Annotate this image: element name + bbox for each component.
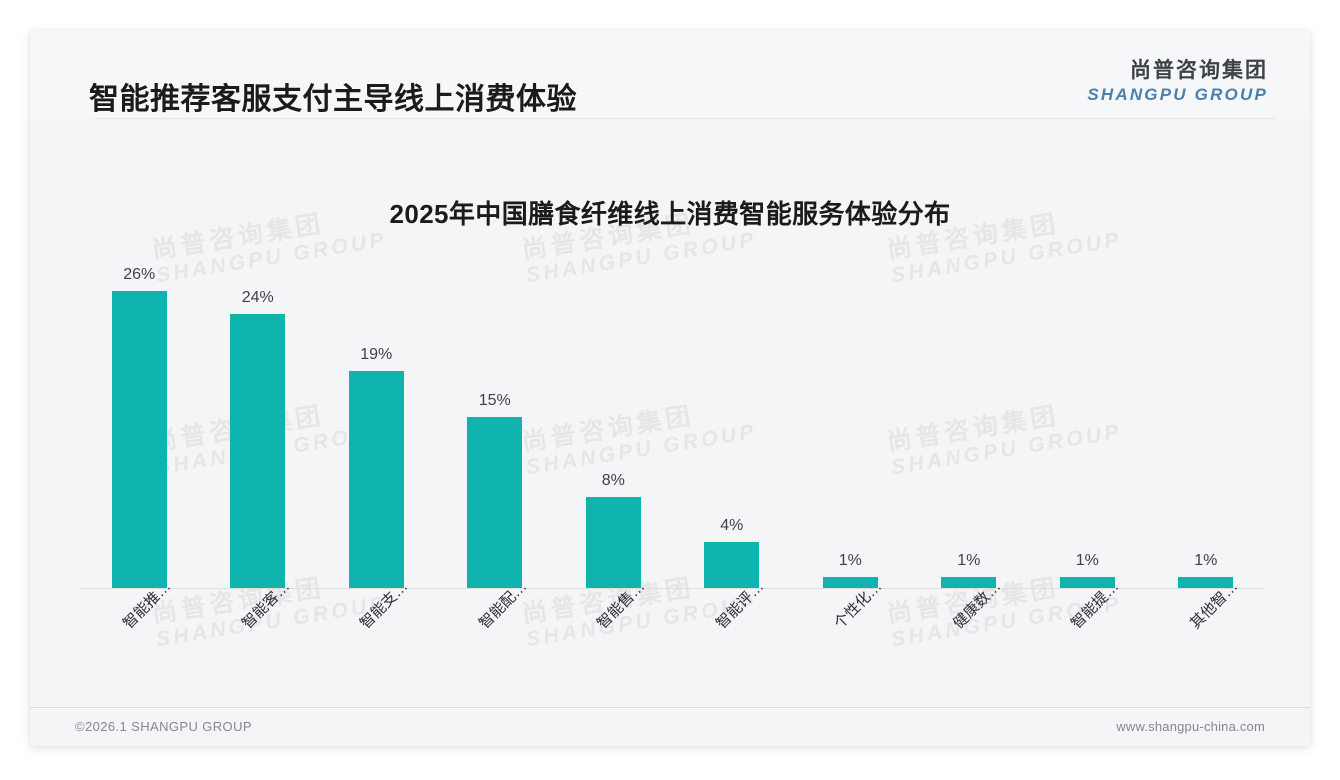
bar-item[interactable]: 24% — [199, 259, 318, 588]
bar-item[interactable]: 1% — [791, 259, 910, 588]
bar-value-label: 8% — [601, 472, 625, 489]
logo-chinese-text: 尚普咨询集团 — [1130, 59, 1268, 82]
x-axis-tick: 智能配… — [436, 578, 555, 681]
logo-english-text: SHANGPU GROUP — [1087, 85, 1268, 104]
bar-item[interactable]: 8% — [554, 259, 673, 588]
bar-value-label: 26% — [123, 266, 156, 283]
bar-item[interactable]: 1% — [910, 259, 1029, 588]
x-axis-tick: 智能提… — [1028, 578, 1147, 681]
bar-rect[interactable] — [941, 577, 997, 588]
bar-rect[interactable] — [230, 314, 286, 588]
bar-item[interactable]: 1% — [1147, 259, 1266, 588]
x-axis-labels: 智能推… 智能客… 智能支… 智能配… 智能售… 智能评… 个性化… 健康数… 智能提… 其他智… — [80, 578, 1266, 681]
bar-series: 26% 24% 19% 15% 8% 4% 1% 1% 1% 1% — [80, 259, 1265, 588]
bar-rect[interactable] — [348, 371, 404, 588]
slide-footer: ©2026.1 SHANGPU GROUP www.shangpu-china.… — [30, 707, 1310, 746]
x-axis-tick: 智能客… — [199, 578, 318, 681]
bar-item[interactable]: 1% — [1028, 259, 1147, 588]
bar-item[interactable]: 4% — [673, 259, 792, 588]
bar-rect[interactable] — [585, 497, 641, 588]
bar-item[interactable]: 15% — [436, 259, 555, 588]
chart-title: 2025年中国膳食纤维线上消费智能服务体验分布 — [389, 199, 951, 229]
bar-rect[interactable] — [1059, 577, 1115, 588]
x-axis-tick: 智能评… — [673, 578, 792, 681]
bar-item[interactable]: 19% — [317, 259, 436, 588]
chart-plot-area: 26% 24% 19% 15% 8% 4% 1% 1% 1% 1% — [80, 259, 1265, 589]
bar-value-label: 15% — [478, 392, 511, 409]
brand-logo: 尚普咨询集团 SHANGPU GROUP — [1087, 60, 1268, 103]
x-axis-tick: 个性化… — [791, 578, 910, 681]
slide-card: 智能推荐客服支付主导线上消费体验 尚普咨询集团 SHANGPU GROUP 尚普… — [30, 30, 1310, 746]
slide-header: 智能推荐客服支付主导线上消费体验 尚普咨询集团 SHANGPU GROUP — [30, 30, 1310, 118]
x-axis-tick: 健康数… — [910, 578, 1029, 681]
bar-rect[interactable] — [704, 542, 760, 588]
x-axis-tick: 智能支… — [317, 578, 436, 681]
slide-body: 尚普咨询集团 SHANGPU GROUP 尚普咨询集团 SHANGPU GROU… — [30, 119, 1310, 746]
bar-rect[interactable] — [111, 291, 167, 588]
x-axis-tick: 其他智… — [1147, 578, 1266, 681]
x-axis-tick: 智能推… — [80, 578, 199, 681]
website-link[interactable]: www.shangpu-china.com — [1116, 719, 1265, 734]
header-divider — [95, 118, 1275, 119]
copyright-text: ©2026.1 SHANGPU GROUP — [75, 719, 252, 734]
bar-value-label: 1% — [957, 552, 981, 569]
bar-value-label: 24% — [241, 289, 274, 306]
bar-value-label: 1% — [838, 552, 862, 569]
page-title: 智能推荐客服支付主导线上消费体验 — [89, 83, 577, 116]
x-axis-line — [80, 588, 1265, 589]
bar-value-label: 4% — [720, 517, 744, 534]
bar-value-label: 19% — [360, 346, 393, 363]
x-axis-tick: 智能售… — [554, 578, 673, 681]
bar-value-label: 1% — [1194, 552, 1218, 569]
bar-rect[interactable] — [467, 417, 523, 588]
bar-rect[interactable] — [822, 577, 878, 588]
bar-rect[interactable] — [1178, 577, 1234, 588]
bar-item[interactable]: 26% — [80, 259, 199, 588]
bar-value-label: 1% — [1075, 552, 1099, 569]
